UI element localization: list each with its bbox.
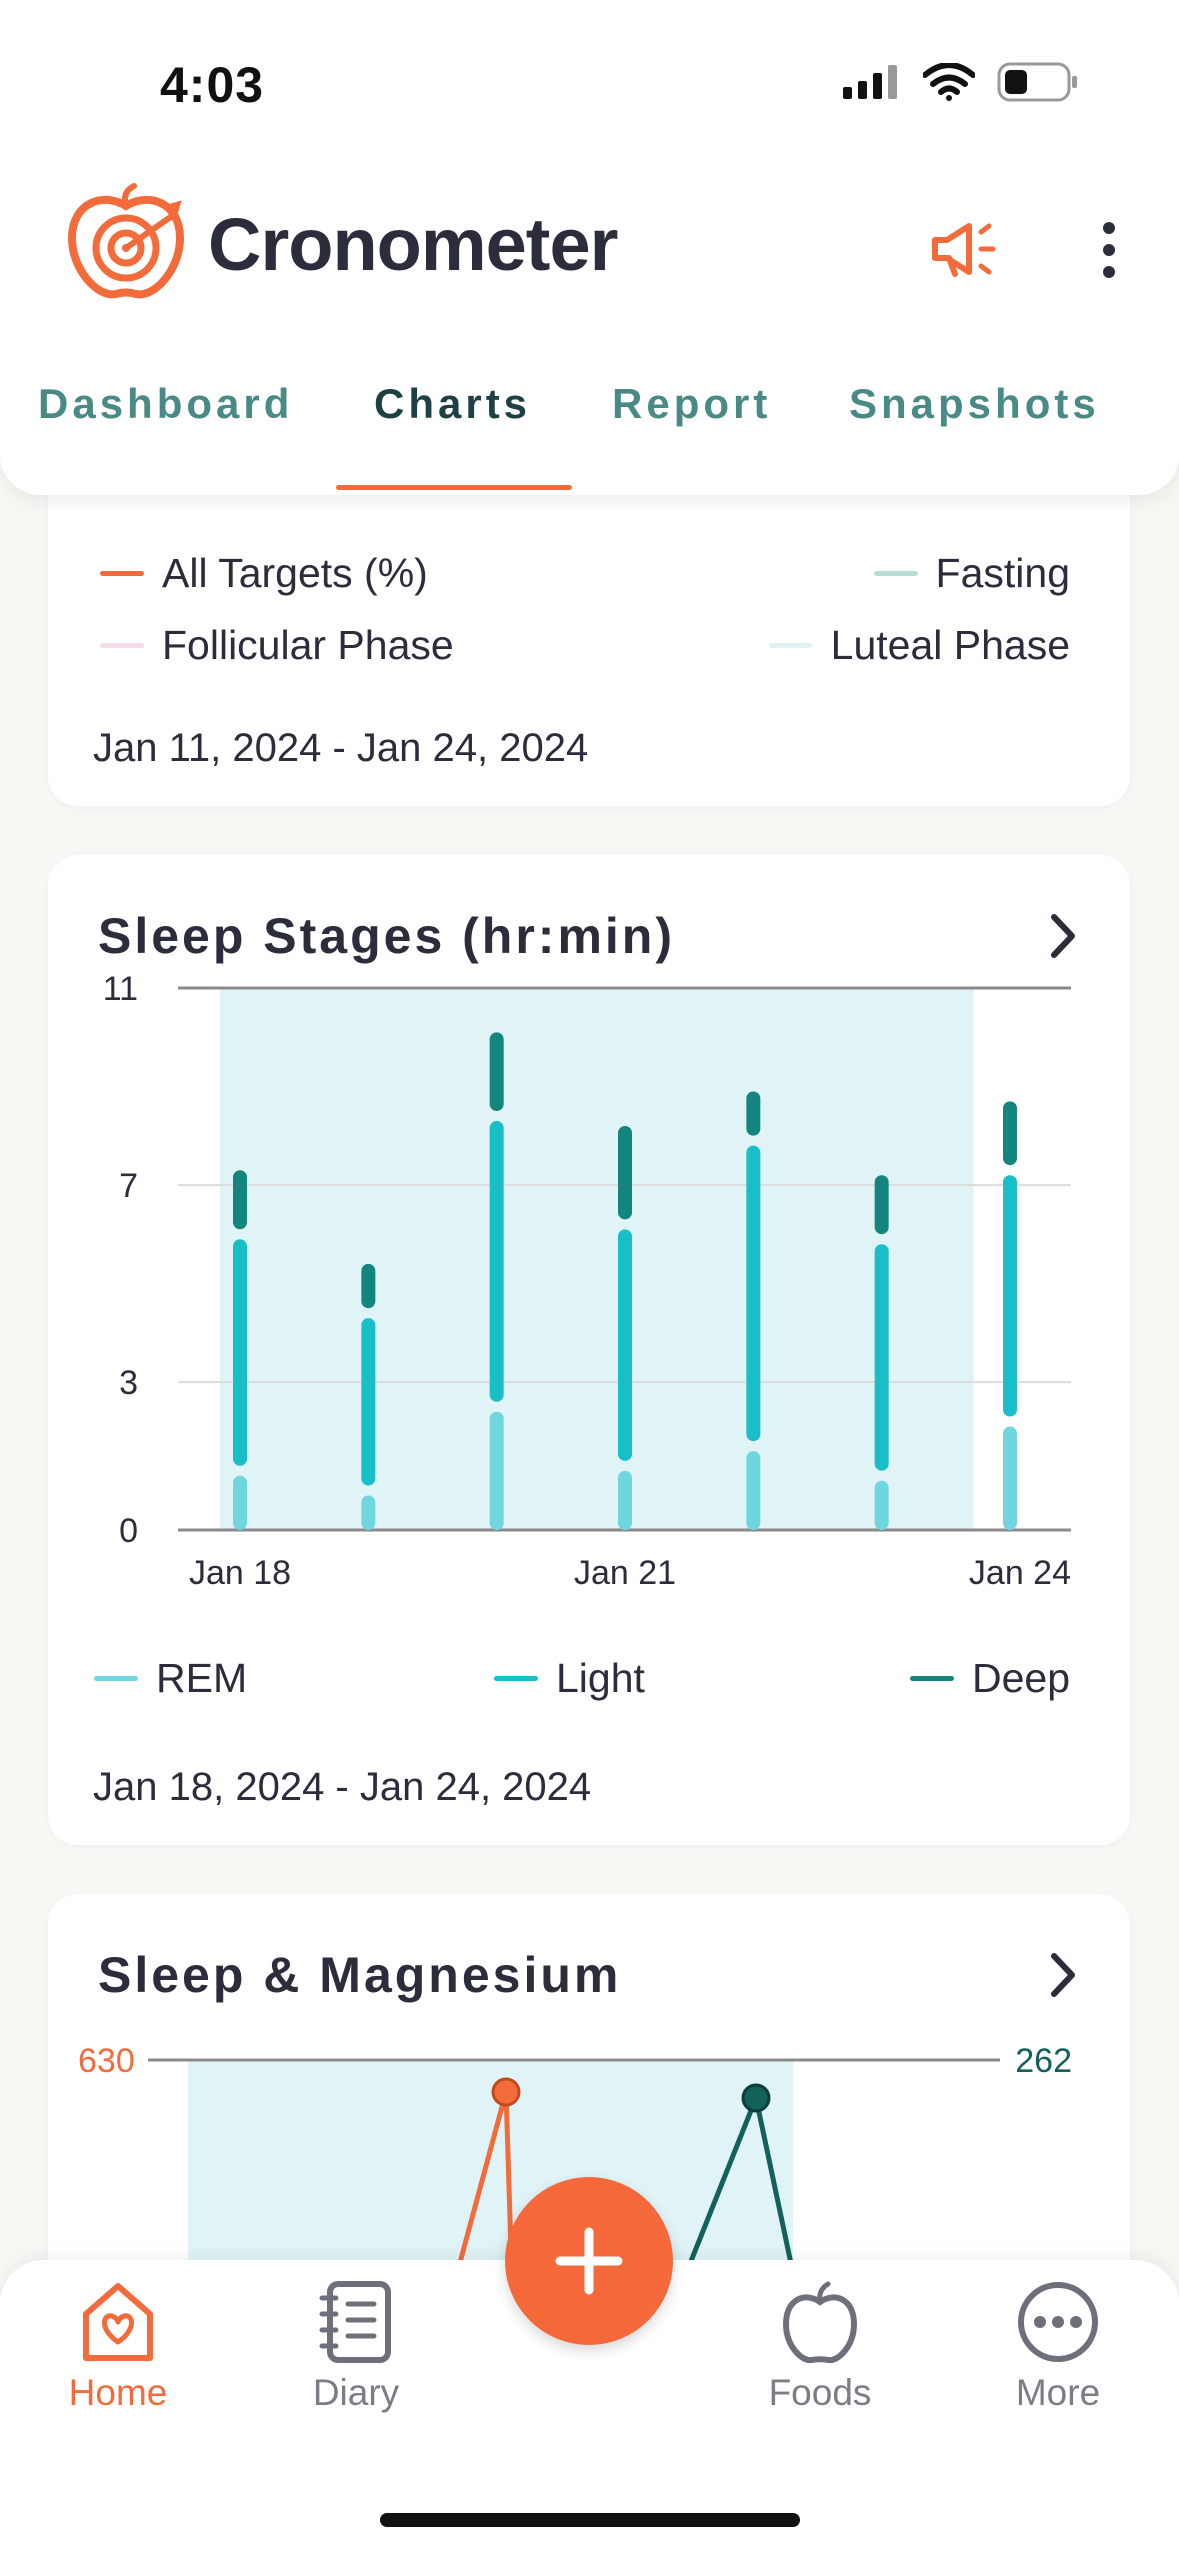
tab-report[interactable]: Report <box>612 380 772 427</box>
right-axis-top-label: 262 <box>1015 2042 1072 2080</box>
nav-label: Home <box>68 2372 168 2413</box>
nav-diary[interactable]: Diary <box>266 2280 446 2414</box>
wifi-icon <box>923 63 975 101</box>
bar-deep <box>361 1263 376 1309</box>
x-tick-label: Jan 24 <box>969 1554 1071 1592</box>
y-tick-label: 7 <box>119 1167 138 1205</box>
legend-swatch <box>100 571 144 576</box>
y-tick-label: 3 <box>119 1364 138 1402</box>
legend-label: Follicular Phase <box>162 622 454 668</box>
legend-deep: Deep <box>909 1655 1070 1702</box>
legend-swatch <box>909 1676 954 1681</box>
tab-charts[interactable]: Charts <box>374 380 532 427</box>
legend-swatch <box>494 1676 538 1681</box>
y-tick-label: 0 <box>119 1512 138 1550</box>
plus-icon <box>555 2227 623 2295</box>
bar-light <box>874 1244 889 1471</box>
card-title: Sleep & Magnesium <box>98 1947 622 2003</box>
bar-light <box>618 1229 632 1461</box>
chevron-right-icon[interactable] <box>1048 913 1078 959</box>
teal-point <box>741 2083 771 2113</box>
status-bar: 4:03 <box>0 0 1179 170</box>
date-range: Jan 11, 2024 - Jan 24, 2024 <box>93 726 589 770</box>
bar-deep <box>1003 1101 1017 1166</box>
nav-label: Foods <box>768 2372 872 2413</box>
chart-shaded-range <box>220 988 974 1530</box>
date-range: Jan 18, 2024 - Jan 24, 2024 <box>93 1765 592 1809</box>
bar-rem <box>489 1411 504 1530</box>
nav-label: Diary <box>312 2372 400 2413</box>
bar-rem <box>1003 1426 1017 1530</box>
megaphone-icon[interactable] <box>929 218 1013 282</box>
bar-rem <box>746 1451 761 1530</box>
more-vertical-icon[interactable] <box>1099 220 1119 280</box>
legend-label: Luteal Phase <box>830 622 1070 668</box>
tab-bar: Dashboard Charts Report Snapshots <box>0 380 1179 495</box>
bar-light <box>746 1145 761 1442</box>
legend-rem: REM <box>94 1655 247 1702</box>
bar-deep <box>233 1170 247 1230</box>
orange-point <box>491 2077 521 2107</box>
bar-light <box>361 1318 376 1486</box>
chevron-right-icon[interactable] <box>1048 1952 1078 1998</box>
tab-dashboard[interactable]: Dashboard <box>38 380 294 427</box>
x-tick-label: Jan 21 <box>574 1554 676 1592</box>
legend-label: Light <box>556 1655 645 1701</box>
status-time: 4:03 <box>160 57 265 113</box>
card-title: Sleep Stages (hr:min) <box>98 908 675 964</box>
active-tab-indicator <box>336 485 572 490</box>
nav-home[interactable]: Home <box>28 2280 208 2414</box>
battery-icon <box>997 62 1077 102</box>
legend-label: Deep <box>971 1655 1070 1701</box>
legend-light: Light <box>494 1655 645 1702</box>
apple-icon <box>782 2281 858 2364</box>
bar-rem <box>233 1475 247 1530</box>
targets-chart-card[interactable]: All Targets (%) Fasting Follicular Phase… <box>48 440 1130 806</box>
nav-label: More <box>1015 2372 1101 2413</box>
cellular-signal-icon <box>843 65 897 99</box>
bar-deep <box>746 1091 761 1136</box>
bar-deep <box>618 1125 632 1220</box>
sleep-stages-chart: 11 7 3 0 Jan 18 Jan 21 Jan 24 <box>103 970 1071 1592</box>
legend-follicular-phase: Follicular Phase <box>100 622 454 669</box>
home-indicator <box>380 2513 800 2527</box>
legend-all-targets: All Targets (%) <box>100 550 428 597</box>
home-heart-icon <box>83 2283 153 2361</box>
header-actions <box>929 218 1119 282</box>
y-tick-label: 11 <box>103 970 138 1008</box>
logo: Cronometer <box>64 182 618 306</box>
legend-swatch <box>94 1676 138 1681</box>
legend-luteal-phase: Luteal Phase <box>768 622 1070 669</box>
nav-more[interactable]: More <box>968 2280 1148 2414</box>
apple-target-logo-icon <box>67 183 185 299</box>
legend-label: REM <box>156 1655 248 1701</box>
legend-swatch <box>768 643 813 648</box>
left-axis-top-label: 630 <box>78 2042 135 2080</box>
sleep-stages-card[interactable]: Sleep Stages (hr:min) 11 7 3 0 Jan 18 Jan 21 J… <box>48 855 1130 1845</box>
legend-swatch <box>873 571 918 576</box>
bar-deep <box>874 1175 889 1235</box>
bar-rem <box>874 1480 889 1530</box>
legend-label: All Targets (%) <box>162 550 428 596</box>
add-button[interactable] <box>505 2177 673 2345</box>
bar-light <box>489 1121 504 1402</box>
nav-foods[interactable]: Foods <box>730 2280 910 2414</box>
legend-swatch <box>100 643 144 648</box>
diary-notebook-icon <box>319 2281 391 2363</box>
status-icons <box>843 62 1079 102</box>
app-header: Cronometer Dashboard Charts Report Snaps… <box>0 170 1179 495</box>
bar-rem <box>361 1495 376 1530</box>
legend-fasting: Fasting <box>873 550 1070 597</box>
bar-rem <box>618 1470 632 1530</box>
more-horizontal-icon <box>1018 2282 1098 2362</box>
tab-snapshots[interactable]: Snapshots <box>849 380 1100 427</box>
bar-deep <box>489 1032 504 1112</box>
x-tick-label: Jan 18 <box>189 1554 291 1592</box>
bar-light <box>233 1239 247 1466</box>
brand-name: Cronometer <box>208 202 618 286</box>
bar-light <box>1003 1175 1017 1417</box>
legend-label: Fasting <box>935 550 1070 596</box>
